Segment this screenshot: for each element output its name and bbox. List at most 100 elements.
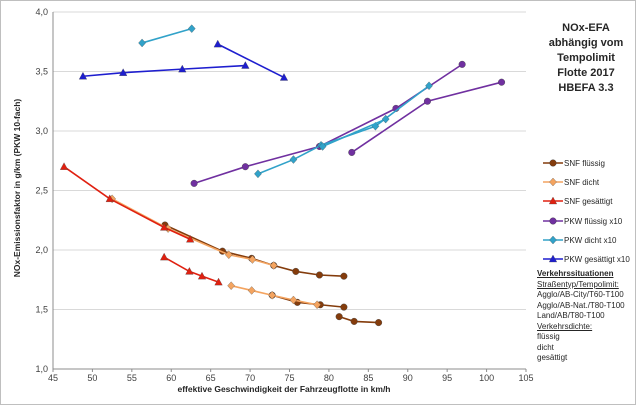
legend-label: PKW gesättigt x10 <box>564 254 630 264</box>
data-point <box>350 317 358 325</box>
legend-swatch <box>543 254 563 263</box>
legend-label: SNF gesättigt <box>564 197 613 207</box>
series-line <box>63 166 191 241</box>
data-point <box>241 61 250 69</box>
x-axis-title: effektive Geschwindigkeit der Fahrzeugfl… <box>177 384 390 394</box>
legend-item-pkw-fluessig: PKW flüssig x10 <box>543 216 635 235</box>
legend-item-snf-gesaettigt: SNF gesättigt <box>543 196 635 215</box>
series-line <box>111 198 274 267</box>
axes <box>52 12 527 372</box>
data-point <box>105 194 114 202</box>
legend-marker <box>549 159 557 167</box>
data-point <box>375 319 383 327</box>
title-line-3: Tempolimit <box>557 52 615 64</box>
data-point <box>247 286 256 295</box>
data-point <box>423 97 431 105</box>
y-tick-label: 1,0 <box>35 364 48 374</box>
series-3 <box>190 60 506 187</box>
x-tick-label: 70 <box>245 373 255 383</box>
data-point <box>227 281 235 290</box>
series-line <box>141 27 192 44</box>
data-point <box>160 223 169 231</box>
data-point <box>119 68 128 76</box>
legend-marker <box>549 235 557 244</box>
notes-line: flüssig <box>537 332 560 341</box>
legend-label: PKW dicht x10 <box>564 235 617 245</box>
data-point <box>458 60 466 68</box>
y-tick-label: 3,5 <box>35 67 48 77</box>
series-line <box>193 63 463 185</box>
y-tick-label: 1,5 <box>35 305 48 315</box>
notes-line: Agglo/AB-City/T60-T100 <box>537 290 624 299</box>
notes-line: Verkehrsdichte: <box>537 321 593 331</box>
series-4 <box>138 24 433 179</box>
data-point <box>381 114 390 124</box>
title-line-4: Flotte 2017 <box>557 67 615 79</box>
legend-label: SNF flüssig <box>564 159 605 168</box>
series-5 <box>78 39 289 81</box>
data-point <box>78 71 88 80</box>
data-point <box>254 169 262 179</box>
legend-item-pkw-dicht: PKW dicht x10 <box>543 235 635 254</box>
legend-label: SNF dicht <box>564 178 600 188</box>
data-point <box>190 179 198 187</box>
y-tick-label: 3,0 <box>35 126 48 136</box>
x-tick-label: 105 <box>518 373 533 383</box>
title-line-2: abhängig vom <box>548 37 624 49</box>
data-point <box>269 261 278 270</box>
data-point <box>224 250 233 259</box>
data-point <box>313 300 321 309</box>
data-point <box>185 267 194 275</box>
data-point <box>186 234 195 243</box>
legend-item-snf-dicht: SNF dicht <box>543 177 635 196</box>
legend-label: PKW flüssig x10 <box>564 216 623 226</box>
data-point <box>138 38 146 48</box>
series-line <box>338 315 379 324</box>
data-point <box>292 267 300 275</box>
data-point <box>289 295 298 305</box>
data-point <box>340 272 348 280</box>
x-tick-label: 65 <box>206 373 216 383</box>
y-tick-label: 2,0 <box>35 245 48 255</box>
title-line-1: NOx-EFA <box>562 22 610 34</box>
x-tick-label: 60 <box>166 373 176 383</box>
data-point <box>178 64 187 73</box>
series-2 <box>59 162 223 286</box>
title-line-5: HBEFA 3.3 <box>558 82 614 94</box>
x-tick-label: 75 <box>284 373 294 383</box>
series-line <box>351 81 502 154</box>
notes-line: Land/AB/T80-T100 <box>537 311 605 320</box>
data-point <box>498 78 506 86</box>
data-point <box>248 255 257 264</box>
data-point <box>348 148 356 156</box>
x-tick-label: 85 <box>363 373 373 383</box>
data-point <box>289 155 298 164</box>
legend-swatch <box>543 177 563 187</box>
tick-labels: 1,0 1,5 2,0 2,5 3,0 3,5 4,0 45 50 55 60 65 70 75 80 85 9… <box>35 7 533 383</box>
y-axis-title: NOx-Emissionsfaktor in g/km (PKW 10-fach… <box>12 99 22 278</box>
data-point <box>187 24 196 33</box>
legend-swatch <box>543 159 563 167</box>
data-point <box>268 290 276 300</box>
legend-marker <box>548 197 558 205</box>
legend-marker <box>549 177 557 187</box>
y-tick-label: 4,0 <box>35 7 48 17</box>
data-series <box>59 24 506 327</box>
data-point <box>335 313 343 321</box>
series-line <box>257 85 430 175</box>
data-point <box>197 271 207 280</box>
data-point <box>340 303 348 311</box>
legend-swatch <box>543 217 563 225</box>
data-point <box>241 163 249 171</box>
legend-item-snf-fluessig: SNF flüssig <box>543 158 635 177</box>
y-tick-label: 2,5 <box>35 186 48 196</box>
series-line <box>322 118 386 148</box>
notes-line: dicht <box>537 342 554 352</box>
data-point <box>160 252 169 261</box>
notes-line: gesättigt <box>537 353 568 362</box>
data-point <box>315 271 323 279</box>
notes-heading: Verkehrssituationen <box>537 269 614 278</box>
legend: SNF flüssig SNF dicht SNF gesättigt PKW … <box>543 158 635 273</box>
